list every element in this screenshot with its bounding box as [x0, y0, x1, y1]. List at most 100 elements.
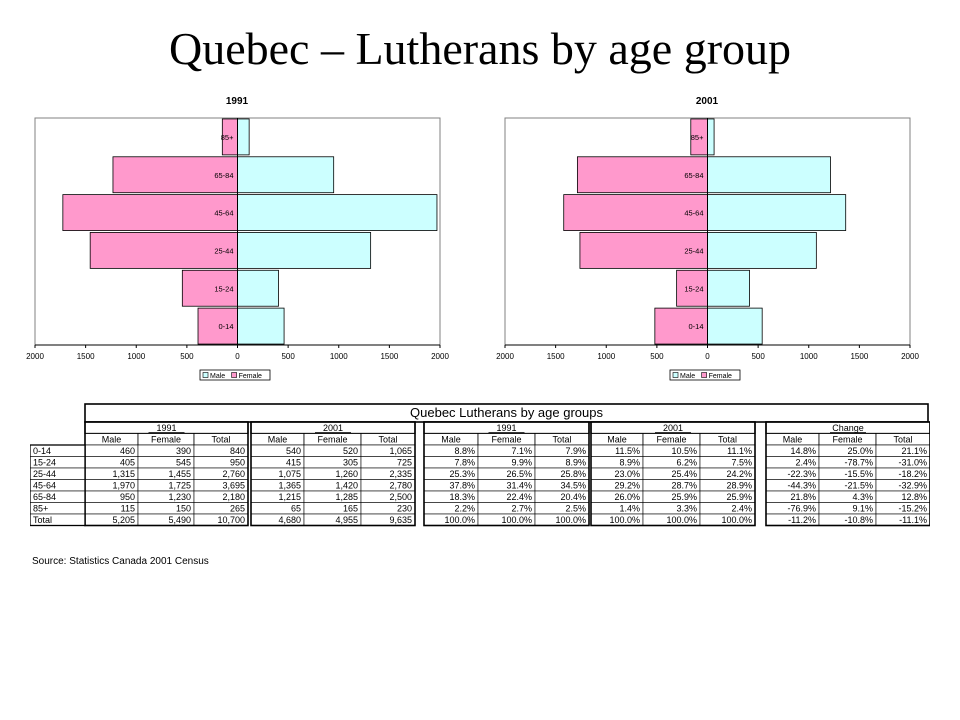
cell-value: 34.5% [560, 481, 586, 491]
cell-value: 9.1% [852, 504, 873, 514]
cell-value: 100.0% [721, 515, 752, 525]
row-label-85+: 85+ [33, 504, 48, 514]
cell-value: 21.1% [901, 446, 927, 456]
cell-value: 5,205 [112, 515, 135, 525]
row-label-0-14: 0-14 [33, 446, 51, 456]
bar-female-0-14 [654, 307, 708, 345]
cell-value: 4,680 [278, 515, 301, 525]
group-header: 1991 [496, 423, 516, 433]
cell-value: 2.4% [731, 504, 752, 514]
row-label-15-24: 15-24 [33, 458, 56, 468]
cell-value: -10.8% [844, 515, 873, 525]
cell-value: 1,075 [278, 469, 301, 479]
cell-value: 2,180 [222, 492, 245, 502]
cell-value: 2,780 [389, 481, 412, 491]
cell-value: 25.4% [671, 469, 697, 479]
cell-value: 24.2% [726, 469, 752, 479]
category-label: 65-84 [684, 171, 703, 180]
cell-value: 6.2% [676, 458, 697, 468]
table-body: Quebec Lutherans by age groups 1991 Male Fe… [30, 403, 930, 527]
bar-male-65-84 [707, 156, 831, 194]
legend-label-female: Female [239, 373, 262, 380]
subheader-total: Total [211, 435, 230, 445]
legend-label-male: Male [680, 373, 695, 380]
cell-value: 23.0% [614, 469, 640, 479]
cell-value: 1,065 [389, 446, 412, 456]
cell-value: -78.7% [844, 458, 873, 468]
table-block-3: 1991 Male Female Total 8.8% 7.1% 7.9% 7.8% 9.9% 8… [423, 421, 590, 527]
cell-value: 7.9% [565, 446, 586, 456]
legend-swatch-female [231, 372, 237, 378]
bar-female-25-44 [89, 232, 238, 269]
pyramid-charts: 1991 0-14 15-24 25-44 45-64 65-84 85+ 2000 1500 1… [26, 96, 919, 381]
row-label-25-44: 25-44 [33, 469, 56, 479]
cell-value: 100.0% [444, 515, 475, 525]
source-note: Source: Statistics Canada 2001 Census [32, 556, 209, 567]
cell-value: 265 [230, 504, 245, 514]
category-label: 65-84 [214, 171, 233, 180]
cell-value: 7.1% [511, 446, 532, 456]
x-tick-label: 1500 [850, 352, 868, 361]
cell-value: 9,635 [389, 515, 412, 525]
page-title: Quebec – Lutherans by age group [168, 23, 792, 74]
cell-value: 18.3% [449, 492, 475, 502]
row-label-65-84: 65-84 [33, 492, 56, 502]
cell-value: 460 [120, 446, 135, 456]
x-tick-label: 2000 [496, 352, 514, 361]
cell-value: 100.0% [609, 515, 640, 525]
x-tick-label: 1500 [380, 352, 398, 361]
cell-value: 1,215 [278, 492, 301, 502]
cell-value: 100.0% [555, 515, 586, 525]
cell-value: 415 [286, 458, 301, 468]
cell-value: 950 [120, 492, 135, 502]
bar-male-15-24 [707, 269, 750, 307]
cell-value: 3,695 [222, 481, 245, 491]
row-label-45-64: 45-64 [33, 481, 56, 491]
legend-swatch-male [202, 372, 209, 378]
cell-value: 25.9% [671, 492, 697, 502]
cell-value: 5,490 [168, 515, 191, 525]
subheader-female: Female [151, 435, 181, 445]
legend-label-female: Female [709, 373, 732, 380]
cell-value: 2.5% [565, 504, 586, 514]
legend-swatch-male [672, 372, 679, 378]
table-title: Quebec Lutherans by age groups [410, 405, 603, 420]
cell-value: 405 [120, 458, 135, 468]
category-label: 45-64 [214, 209, 233, 218]
data-table-grid: Quebec Lutherans by age groups 1991 Male Fe… [30, 403, 930, 527]
block-border [423, 421, 590, 527]
cell-value: 2.2% [454, 504, 475, 514]
cell-value: 10.5% [671, 446, 697, 456]
subheader-total: Total [552, 435, 571, 445]
cell-value: 29.2% [614, 481, 640, 491]
category-label: 0-14 [218, 322, 233, 331]
category-label: 25-44 [684, 246, 703, 255]
cell-value: 37.8% [449, 481, 475, 491]
cell-value: 10,700 [217, 515, 245, 525]
bar-male-25-44 [237, 232, 372, 269]
subheader-female: Female [832, 435, 862, 445]
category-label: 45-64 [684, 209, 703, 218]
subheader-female: Female [491, 435, 521, 445]
cell-value: 11.5% [615, 446, 640, 456]
bar-male-25-44 [707, 232, 817, 269]
cell-value: 7.5% [731, 458, 752, 468]
bar-female-15-24 [676, 269, 708, 307]
x-tick-label: 1000 [127, 352, 145, 361]
cell-value: -32.9% [898, 481, 927, 491]
pyramid-chart-2001: 2001 0-14 15-24 25-44 45-64 65-84 85+ 2000 1500 1… [496, 96, 919, 381]
table-block-2: 2001 Male Female Total 540 520 1,065 415 305 725 1… [250, 421, 416, 527]
cell-value: -18.2% [898, 469, 927, 479]
cell-value: 115 [121, 504, 135, 514]
cell-value: 20.4% [560, 492, 586, 502]
cell-value: 950 [230, 458, 245, 468]
table-block-4: 2001 Male Female Total 11.5% 10.5% 11.1% 8.9% 6.… [590, 421, 756, 527]
x-tick-label: 0 [235, 352, 240, 361]
category-label: 25-44 [214, 246, 233, 255]
cell-value: 1,970 [112, 481, 135, 491]
block-border [590, 421, 756, 527]
cell-value: 725 [397, 458, 412, 468]
cell-value: 840 [230, 446, 245, 456]
cell-value: -11.2% [788, 515, 816, 525]
x-tick-label: 1000 [330, 352, 348, 361]
